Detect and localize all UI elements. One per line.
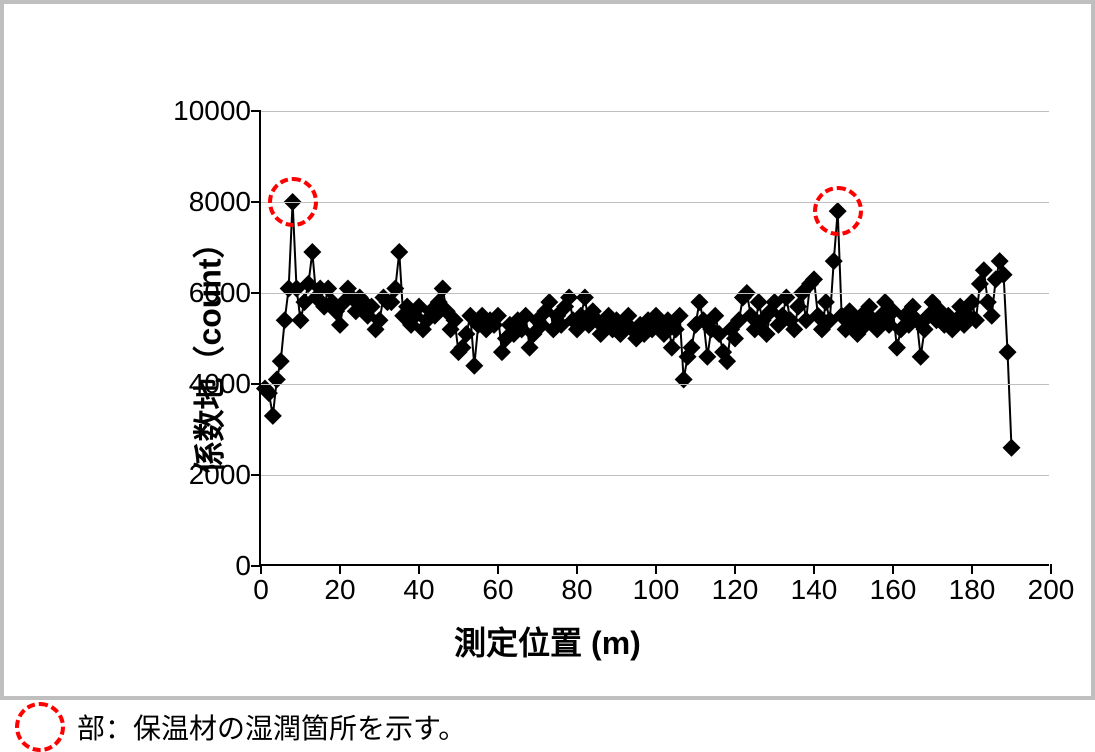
x-tick — [339, 564, 341, 574]
data-marker — [434, 279, 452, 297]
gridline-h — [261, 202, 1049, 203]
y-tick — [251, 201, 261, 203]
data-marker — [888, 339, 906, 357]
y-tick — [251, 383, 261, 385]
x-tick-label: 140 — [791, 574, 838, 606]
highlight-circle — [813, 186, 863, 236]
x-tick — [1050, 564, 1052, 574]
x-tick — [892, 564, 894, 574]
data-marker — [698, 348, 716, 366]
x-tick-label: 80 — [561, 574, 592, 606]
x-tick — [813, 564, 815, 574]
y-tick-label: 2000 — [156, 459, 251, 491]
data-marker — [999, 343, 1017, 361]
x-tick — [734, 564, 736, 574]
gridline-h — [261, 475, 1049, 476]
data-marker — [264, 407, 282, 425]
y-tick-label: 4000 — [156, 368, 251, 400]
x-tick-label: 180 — [949, 574, 996, 606]
gridline-h — [261, 293, 1049, 294]
gridline-h — [261, 111, 1049, 112]
x-tick-label: 160 — [870, 574, 917, 606]
data-marker — [493, 343, 511, 361]
data-marker — [912, 348, 930, 366]
x-tick-label: 20 — [324, 574, 355, 606]
x-tick — [497, 564, 499, 574]
y-tick-label: 6000 — [156, 277, 251, 309]
x-tick-label: 0 — [253, 574, 269, 606]
data-marker — [303, 243, 321, 261]
legend: 部：保温材の湿潤箇所を示す。 — [15, 702, 466, 752]
x-axis-label: 測定位置 (m) — [4, 618, 1091, 664]
data-marker — [675, 370, 693, 388]
plot-area: 0200040006000800010000020406080100120140… — [259, 111, 1049, 566]
data-marker — [521, 339, 539, 357]
y-tick — [251, 292, 261, 294]
data-marker — [690, 293, 708, 311]
x-tick — [576, 564, 578, 574]
x-tick — [418, 564, 420, 574]
legend-text: 部：保温材の湿潤箇所を示す。 — [77, 707, 466, 747]
data-marker — [292, 311, 310, 329]
data-marker — [465, 357, 483, 375]
y-tick — [251, 110, 261, 112]
y-tick-label: 0 — [156, 550, 251, 582]
data-marker — [276, 311, 294, 329]
data-marker — [390, 243, 408, 261]
x-tick — [655, 564, 657, 574]
legend-highlight-circle — [15, 702, 65, 752]
highlight-circle — [268, 177, 318, 227]
x-tick-label: 120 — [712, 574, 759, 606]
y-tick-label: 10000 — [156, 95, 251, 127]
gridline-h — [261, 384, 1049, 385]
y-axis-label: 係数地（count） — [185, 226, 231, 473]
x-tick — [260, 564, 262, 574]
chart-container: 係数地（count） 02000400060008000100000204060… — [0, 0, 1095, 700]
x-tick-label: 200 — [1028, 574, 1075, 606]
x-tick — [971, 564, 973, 574]
y-tick-label: 8000 — [156, 186, 251, 218]
x-tick-label: 100 — [633, 574, 680, 606]
x-tick-label: 60 — [482, 574, 513, 606]
x-tick-label: 40 — [403, 574, 434, 606]
data-svg — [261, 111, 1049, 564]
data-marker — [1003, 439, 1021, 457]
data-marker — [983, 307, 1001, 325]
data-marker — [331, 316, 349, 334]
y-tick — [251, 474, 261, 476]
data-marker — [991, 252, 1009, 270]
data-marker — [272, 352, 290, 370]
